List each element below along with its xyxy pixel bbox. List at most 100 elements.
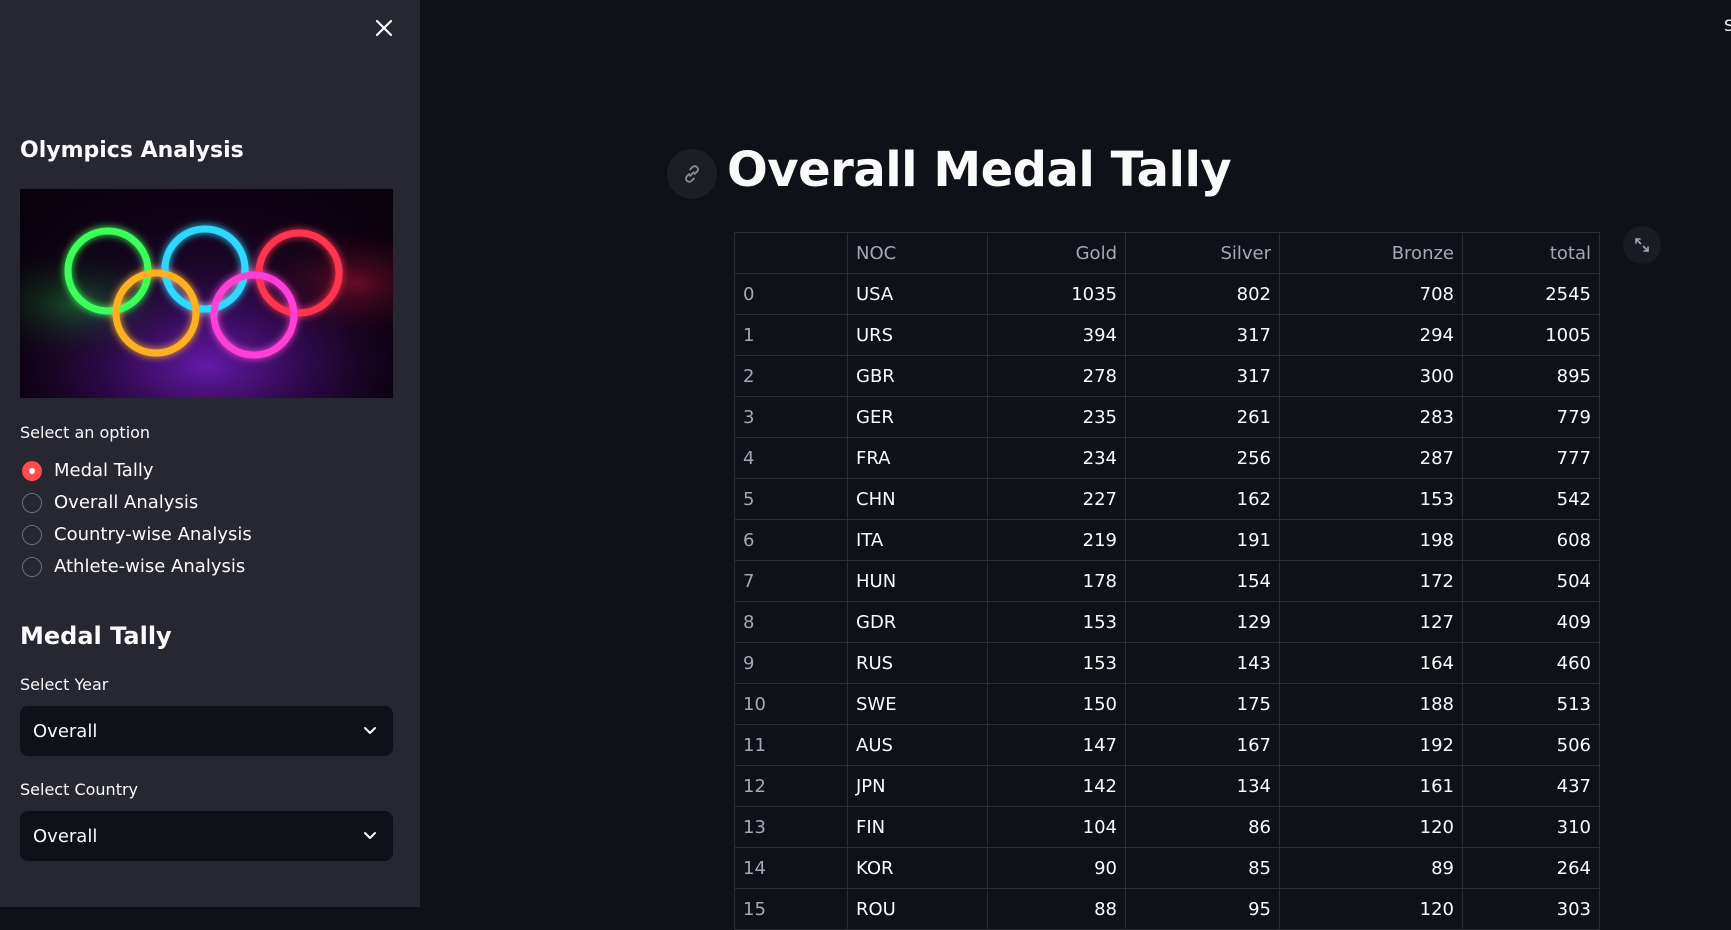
cell-bronze[interactable]: 198 — [1279, 519, 1463, 561]
cell-silver[interactable]: 256 — [1125, 437, 1280, 479]
header-link-button[interactable] — [667, 149, 717, 199]
cell-index[interactable]: 13 — [734, 806, 848, 848]
cell-silver[interactable]: 129 — [1125, 601, 1280, 643]
year-select[interactable]: Overall — [20, 706, 393, 756]
cell-bronze[interactable]: 89 — [1279, 847, 1463, 889]
cell-silver[interactable]: 86 — [1125, 806, 1280, 848]
country-select[interactable]: Overall — [20, 811, 393, 861]
cell-gold[interactable]: 234 — [987, 437, 1126, 479]
cell-gold[interactable]: 88 — [987, 888, 1126, 930]
cell-silver[interactable]: 261 — [1125, 396, 1280, 438]
cell-index[interactable]: 0 — [734, 273, 848, 315]
cell-gold[interactable]: 153 — [987, 601, 1126, 643]
cell-bronze[interactable]: 300 — [1279, 355, 1463, 397]
cell-noc[interactable]: SWE — [847, 683, 988, 725]
cell-gold[interactable]: 104 — [987, 806, 1126, 848]
column-header-noc[interactable]: NOC — [847, 232, 988, 274]
cell-gold[interactable]: 90 — [987, 847, 1126, 889]
cell-bronze[interactable]: 120 — [1279, 806, 1463, 848]
cell-index[interactable]: 14 — [734, 847, 848, 889]
table-row[interactable]: 0 USA 1035 802 708 2545 — [734, 273, 1600, 315]
cell-noc[interactable]: FRA — [847, 437, 988, 479]
table-row[interactable]: 14 KOR 90 85 89 264 — [734, 847, 1600, 889]
cell-noc[interactable]: ROU — [847, 888, 988, 930]
cell-total[interactable]: 2545 — [1462, 273, 1600, 315]
cell-bronze[interactable]: 283 — [1279, 396, 1463, 438]
table-row[interactable]: 15 ROU 88 95 120 303 — [734, 888, 1600, 930]
cell-index[interactable]: 7 — [734, 560, 848, 602]
cell-index[interactable]: 5 — [734, 478, 848, 520]
table-row[interactable]: 3 GER 235 261 283 779 — [734, 396, 1600, 438]
cell-silver[interactable]: 167 — [1125, 724, 1280, 766]
table-row[interactable]: 13 FIN 104 86 120 310 — [734, 806, 1600, 848]
cell-bronze[interactable]: 172 — [1279, 560, 1463, 602]
cell-silver[interactable]: 317 — [1125, 314, 1280, 356]
cell-total[interactable]: 310 — [1462, 806, 1600, 848]
cell-silver[interactable]: 143 — [1125, 642, 1280, 684]
cell-index[interactable]: 11 — [734, 724, 848, 766]
cell-total[interactable]: 506 — [1462, 724, 1600, 766]
cell-noc[interactable]: HUN — [847, 560, 988, 602]
cell-total[interactable]: 1005 — [1462, 314, 1600, 356]
cell-total[interactable]: 542 — [1462, 478, 1600, 520]
radio-medal-tally[interactable]: Medal Tally — [22, 460, 153, 481]
cell-bronze[interactable]: 164 — [1279, 642, 1463, 684]
cell-noc[interactable]: AUS — [847, 724, 988, 766]
cell-index[interactable]: 15 — [734, 888, 848, 930]
table-row[interactable]: 5 CHN 227 162 153 542 — [734, 478, 1600, 520]
radio-athlete-wise-analysis[interactable]: Athlete-wise Analysis — [22, 556, 245, 577]
cell-gold[interactable]: 142 — [987, 765, 1126, 807]
cell-total[interactable]: 504 — [1462, 560, 1600, 602]
cell-total[interactable]: 264 — [1462, 847, 1600, 889]
cell-silver[interactable]: 85 — [1125, 847, 1280, 889]
cell-total[interactable]: 777 — [1462, 437, 1600, 479]
table-row[interactable]: 9 RUS 153 143 164 460 — [734, 642, 1600, 684]
cell-noc[interactable]: USA — [847, 273, 988, 315]
cell-bronze[interactable]: 708 — [1279, 273, 1463, 315]
cell-gold[interactable]: 150 — [987, 683, 1126, 725]
cell-total[interactable]: 409 — [1462, 601, 1600, 643]
radio-country-wise-analysis[interactable]: Country-wise Analysis — [22, 524, 252, 545]
cell-index[interactable]: 3 — [734, 396, 848, 438]
cell-total[interactable]: 895 — [1462, 355, 1600, 397]
medal-tally-table[interactable]: NOC Gold Silver Bronze total 0 USA 1035 802… — [734, 232, 1600, 930]
cell-total[interactable]: 437 — [1462, 765, 1600, 807]
cell-noc[interactable]: CHN — [847, 478, 988, 520]
column-header-bronze[interactable]: Bronze — [1279, 232, 1463, 274]
cell-noc[interactable]: JPN — [847, 765, 988, 807]
cell-total[interactable]: 608 — [1462, 519, 1600, 561]
cell-bronze[interactable]: 192 — [1279, 724, 1463, 766]
table-row[interactable]: 11 AUS 147 167 192 506 — [734, 724, 1600, 766]
cell-index[interactable]: 10 — [734, 683, 848, 725]
cell-gold[interactable]: 147 — [987, 724, 1126, 766]
cell-total[interactable]: 303 — [1462, 888, 1600, 930]
close-sidebar-button[interactable] — [371, 15, 397, 41]
cell-silver[interactable]: 95 — [1125, 888, 1280, 930]
cell-gold[interactable]: 178 — [987, 560, 1126, 602]
cell-noc[interactable]: ITA — [847, 519, 988, 561]
table-row[interactable]: 6 ITA 219 191 198 608 — [734, 519, 1600, 561]
cell-gold[interactable]: 153 — [987, 642, 1126, 684]
cell-silver[interactable]: 191 — [1125, 519, 1280, 561]
table-row[interactable]: 2 GBR 278 317 300 895 — [734, 355, 1600, 397]
table-row[interactable]: 8 GDR 153 129 127 409 — [734, 601, 1600, 643]
cell-index[interactable]: 4 — [734, 437, 848, 479]
column-header-total[interactable]: total — [1462, 232, 1600, 274]
cell-noc[interactable]: URS — [847, 314, 988, 356]
cell-noc[interactable]: GDR — [847, 601, 988, 643]
cell-bronze[interactable]: 120 — [1279, 888, 1463, 930]
cell-gold[interactable]: 394 — [987, 314, 1126, 356]
cell-index[interactable]: 12 — [734, 765, 848, 807]
table-row[interactable]: 10 SWE 150 175 188 513 — [734, 683, 1600, 725]
cell-silver[interactable]: 154 — [1125, 560, 1280, 602]
cell-noc[interactable]: GBR — [847, 355, 988, 397]
cell-gold[interactable]: 278 — [987, 355, 1126, 397]
cell-bronze[interactable]: 188 — [1279, 683, 1463, 725]
cell-silver[interactable]: 134 — [1125, 765, 1280, 807]
cell-noc[interactable]: KOR — [847, 847, 988, 889]
table-row[interactable]: 7 HUN 178 154 172 504 — [734, 560, 1600, 602]
cell-bronze[interactable]: 127 — [1279, 601, 1463, 643]
table-row[interactable]: 1 URS 394 317 294 1005 — [734, 314, 1600, 356]
column-header-index[interactable] — [734, 232, 848, 274]
cell-gold[interactable]: 219 — [987, 519, 1126, 561]
